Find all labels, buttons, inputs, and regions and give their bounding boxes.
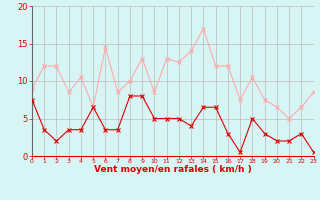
X-axis label: Vent moyen/en rafales ( km/h ): Vent moyen/en rafales ( km/h ) — [94, 165, 252, 174]
